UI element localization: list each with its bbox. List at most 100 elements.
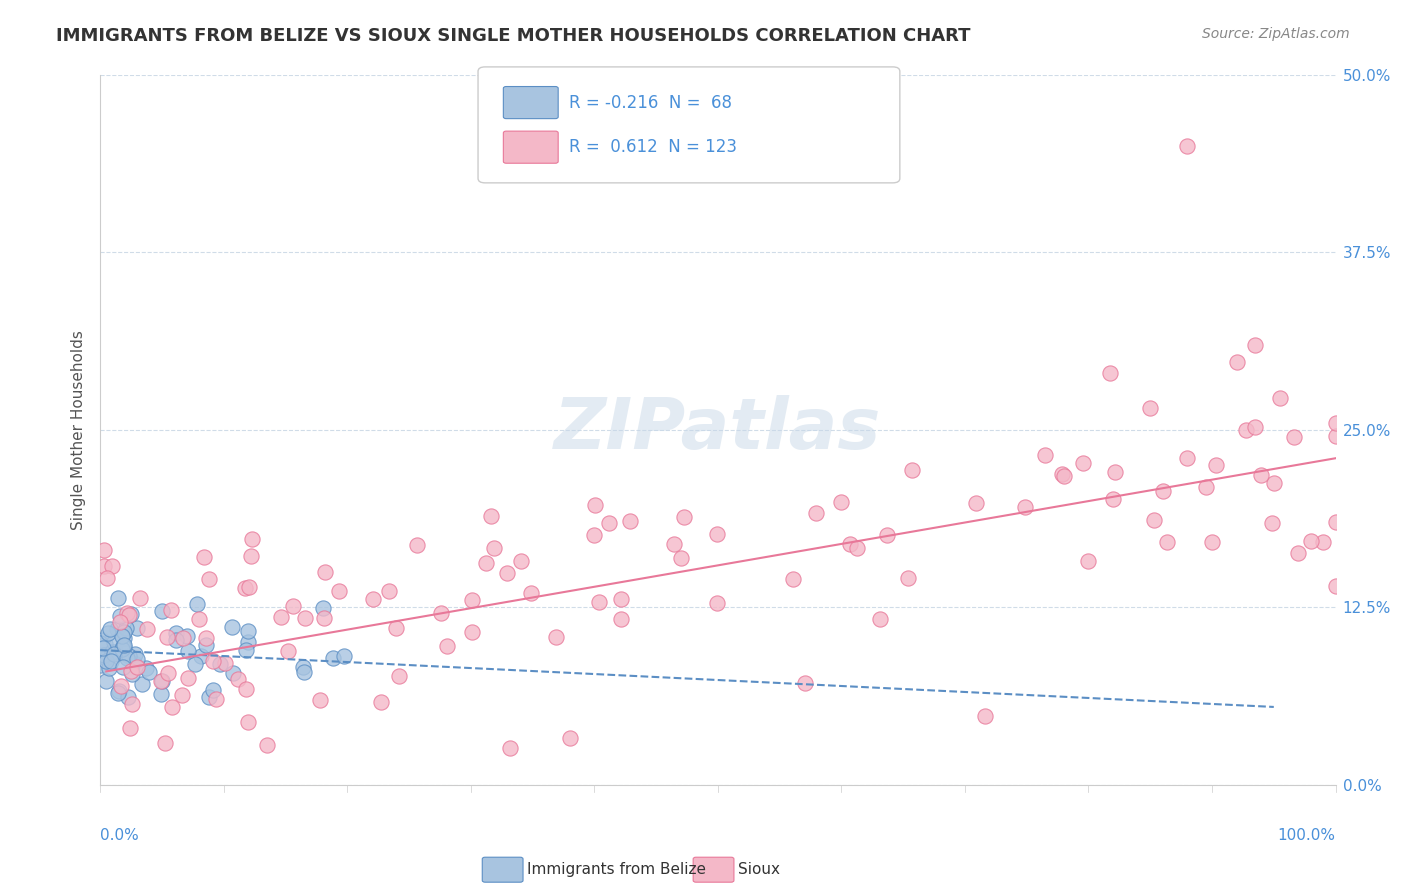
Point (149, 687, 172, 701)
Point (1324, 579, 1347, 593)
Point (1175, 138, 1198, 153)
Point (156, 630, 179, 644)
Point (103, 635, 125, 649)
Point (177, 644, 200, 658)
Point (1143, 513, 1166, 527)
Point (91, 633, 114, 648)
Point (110, 679, 132, 693)
Point (111, 642, 134, 657)
Point (122, 656, 145, 670)
Point (221, 620, 243, 634)
Point (214, 656, 236, 670)
Point (1205, 458, 1227, 472)
Point (662, 537, 685, 551)
Point (1139, 401, 1161, 415)
Text: Immigrants from Belize: Immigrants from Belize (527, 863, 706, 877)
Point (1152, 484, 1174, 499)
Point (97, 660, 120, 674)
Point (673, 510, 696, 524)
Point (236, 714, 259, 729)
Point (157, 666, 180, 681)
Point (558, 731, 581, 745)
Point (314, 566, 336, 580)
Text: 100.0%: 100.0% (1278, 828, 1336, 843)
Point (510, 554, 533, 568)
Point (1263, 476, 1285, 491)
Point (1156, 535, 1178, 549)
Point (1261, 516, 1284, 531)
Point (292, 659, 315, 673)
Point (1250, 467, 1272, 482)
Point (107, 591, 129, 606)
Point (96, 571, 118, 585)
Point (1324, 417, 1347, 431)
Point (120, 664, 142, 678)
Point (121, 698, 143, 712)
Text: IMMIGRANTS FROM BELIZE VS SIOUX SINGLE MOTHER HOUSEHOLDS CORRELATION CHART: IMMIGRANTS FROM BELIZE VS SIOUX SINGLE M… (56, 27, 970, 45)
Point (205, 692, 228, 706)
Point (120, 721, 142, 735)
Point (429, 606, 451, 620)
Point (706, 596, 728, 610)
Point (238, 580, 260, 594)
Point (706, 527, 728, 541)
Point (436, 640, 458, 654)
Point (461, 592, 484, 607)
Text: R = -0.216  N =  68: R = -0.216 N = 68 (569, 94, 733, 112)
Point (277, 644, 299, 658)
Point (190, 649, 212, 664)
Point (94, 651, 117, 665)
Point (406, 538, 429, 552)
Point (619, 514, 641, 528)
Text: Source: ZipAtlas.com: Source: ZipAtlas.com (1202, 27, 1350, 41)
Point (165, 632, 187, 647)
Point (98, 622, 121, 636)
Point (499, 740, 522, 755)
Point (1052, 467, 1074, 481)
Point (114, 638, 136, 652)
Point (460, 625, 482, 640)
Point (1243, 419, 1265, 434)
Point (96, 673, 118, 688)
Point (150, 674, 173, 689)
Point (235, 642, 257, 657)
Point (111, 629, 134, 643)
Point (125, 659, 148, 673)
Point (479, 509, 502, 524)
Point (198, 690, 221, 704)
Point (235, 682, 257, 697)
Point (172, 631, 194, 645)
Point (187, 612, 209, 626)
Point (588, 595, 610, 609)
Point (669, 551, 692, 566)
Point (598, 516, 620, 531)
Point (127, 652, 149, 666)
Point (115, 606, 138, 620)
Point (1195, 480, 1218, 494)
Point (111, 639, 134, 653)
Point (112, 631, 135, 645)
Point (484, 541, 506, 555)
Point (1324, 515, 1347, 529)
Y-axis label: Single Mother Households: Single Mother Households (72, 330, 86, 530)
Point (544, 631, 567, 645)
Point (170, 688, 193, 702)
Point (236, 635, 259, 649)
Point (103, 645, 125, 659)
Point (115, 621, 138, 635)
Point (93, 543, 115, 558)
Point (281, 599, 304, 613)
Point (118, 649, 141, 664)
Point (333, 649, 356, 664)
Point (121, 666, 143, 681)
Point (1268, 392, 1291, 406)
Point (474, 556, 496, 570)
Point (135, 661, 157, 675)
Point (869, 612, 891, 626)
Point (101, 558, 124, 573)
Point (1312, 534, 1334, 549)
Point (1077, 554, 1099, 568)
Point (128, 591, 150, 606)
Point (804, 506, 827, 520)
Point (782, 572, 804, 586)
